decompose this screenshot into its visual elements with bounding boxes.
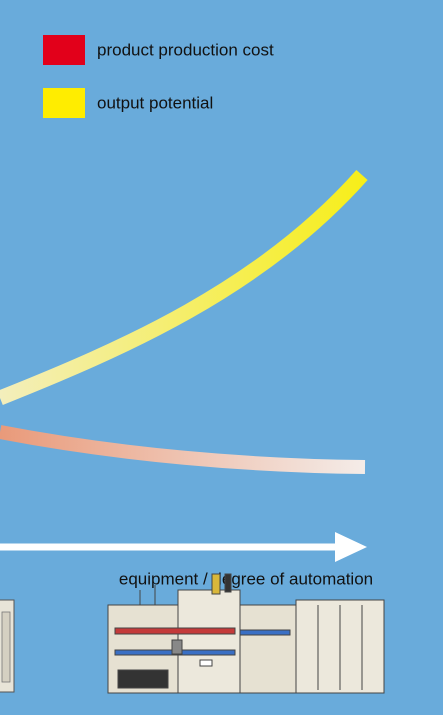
- machine-large: [107, 573, 385, 694]
- legend: product production cost output potential: [43, 35, 274, 118]
- legend-label: product production cost: [97, 40, 274, 59]
- axis-label: equipment / degree of automation: [119, 569, 373, 588]
- legend-label: output potential: [97, 93, 213, 112]
- arrow-head: [335, 532, 367, 562]
- legend-swatch: [43, 88, 85, 118]
- cost-curve: [0, 425, 366, 474]
- output-curve: [0, 170, 368, 405]
- legend-swatch: [43, 35, 85, 65]
- machine-small: [0, 599, 15, 693]
